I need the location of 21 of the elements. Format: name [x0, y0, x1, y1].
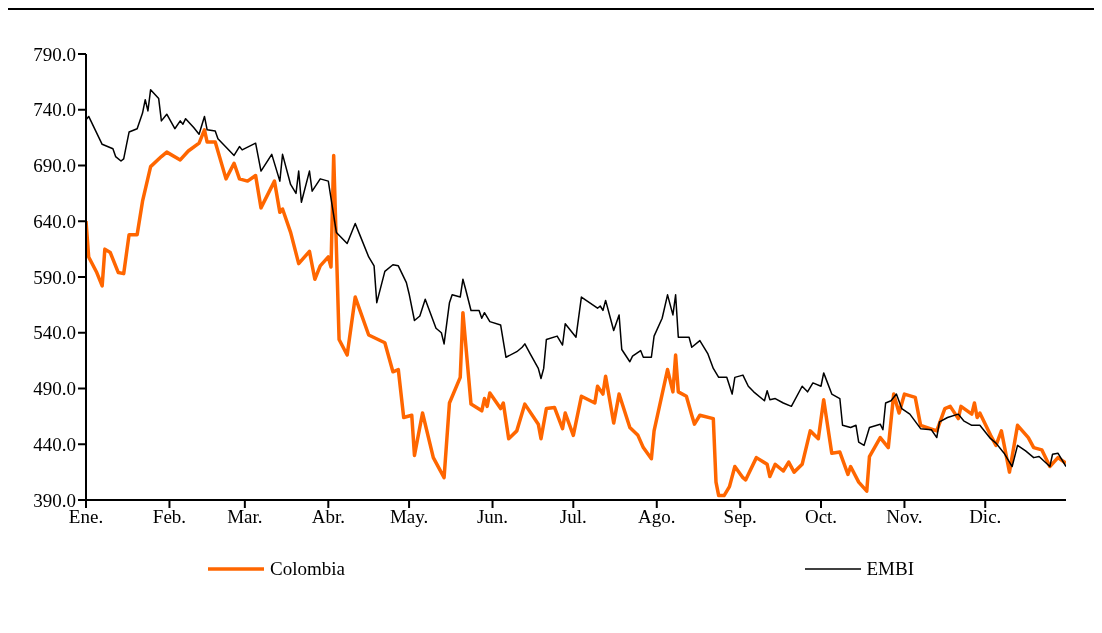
y-tick-label: 690.0: [33, 155, 76, 177]
x-tick-label: Abr.: [311, 506, 345, 528]
x-tick-label: Mar.: [227, 506, 263, 528]
y-tick-label: 540.0: [33, 322, 76, 344]
y-tick-label: 640.0: [33, 210, 76, 232]
y-tick-label: 740.0: [33, 99, 76, 121]
x-tick-label: Nov.: [886, 506, 923, 528]
x-tick-label: Dic.: [969, 506, 1002, 528]
y-tick-label: 790.0: [33, 43, 76, 65]
legend-label: Colombia: [270, 558, 345, 580]
x-tick-label: Feb.: [152, 506, 187, 528]
x-tick-label: Sep.: [723, 506, 757, 528]
x-tick-label: May.: [389, 506, 429, 528]
x-tick-label: Ago.: [638, 506, 676, 528]
x-tick-label: Jul.: [559, 506, 587, 528]
x-tick-label: Oct.: [804, 506, 838, 528]
y-tick-label: 490.0: [33, 378, 76, 400]
y-tick-label: 440.0: [33, 433, 76, 455]
x-tick-label: Jun.: [476, 506, 509, 528]
legend-label: EMBI: [866, 558, 914, 580]
y-tick-label: 590.0: [33, 266, 76, 288]
